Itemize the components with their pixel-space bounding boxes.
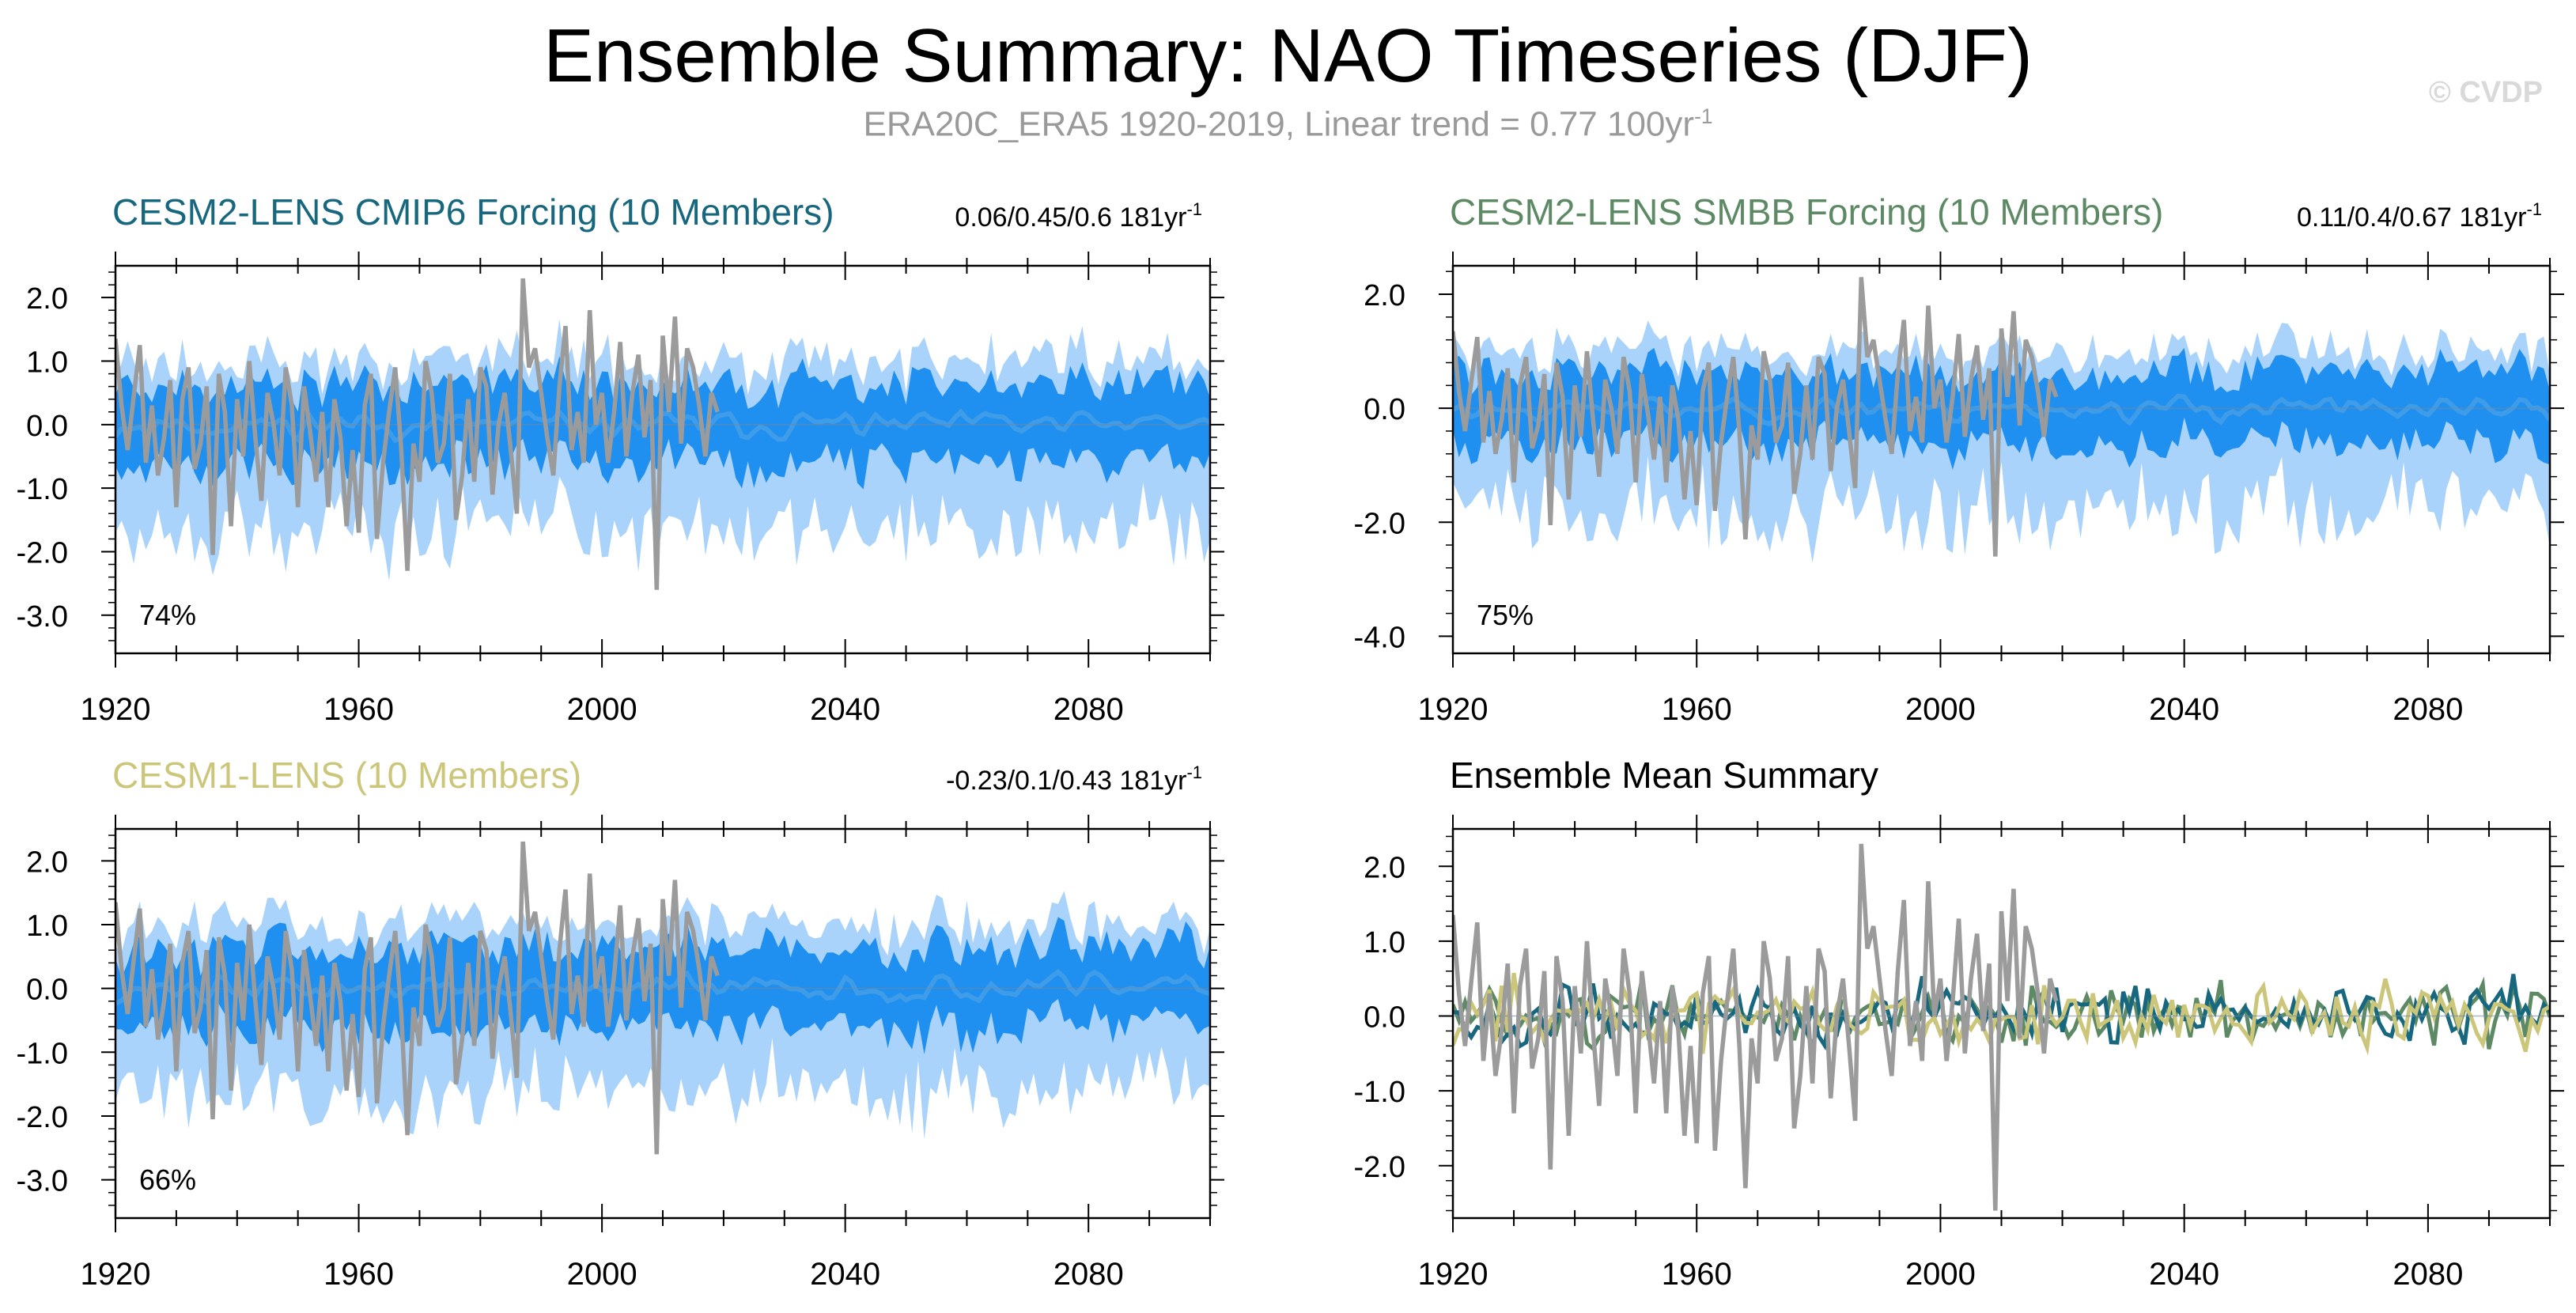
percent-label: 74% [139, 599, 196, 631]
trend-label-text: 0.06/0.45/0.6 181yr [955, 202, 1186, 233]
x-tick-label: 2040 [2149, 692, 2219, 727]
panel-title: CESM2-LENS CMIP6 Forcing (10 Members) [112, 191, 834, 233]
subtitle-exponent: -1 [1694, 104, 1713, 128]
chart-panel-4: 1920 1960 2000 2040 2080 2.0 1.0 0.0 -1.0 -2.0 Ens… [1354, 755, 2564, 1292]
y-tick-label: -3.0 [17, 1165, 68, 1198]
watermark: © CVDP [2428, 76, 2543, 109]
y-tick-label: 0.0 [1364, 1001, 1405, 1035]
x-tick-label: 2040 [2149, 1257, 2219, 1292]
trend-label: -0.23/0.1/0.43 181yr-1 [946, 762, 1202, 796]
x-tick-label: 2000 [567, 692, 637, 727]
x-tick-label: 2080 [2393, 692, 2463, 727]
chart-panel-3: 1920 1960 2000 2040 2080 2.0 1.0 0.0 -1.0 -2.0 -3.… [17, 755, 1224, 1292]
subtitle-text: ERA20C_ERA5 1920-2019, Linear trend = 0.… [863, 104, 1695, 144]
x-tick-label: 1960 [1662, 1257, 1732, 1292]
y-tick-label: -1.0 [17, 1037, 68, 1070]
y-tick-label: -2.0 [1354, 507, 1405, 540]
y-tick-label: -2.0 [17, 1101, 68, 1134]
page-title: Ensemble Summary: NAO Timeseries (DJF) [543, 13, 2033, 98]
x-tick-label: 1960 [323, 692, 394, 727]
trend-label-text: -0.23/0.1/0.43 181yr [946, 766, 1186, 796]
y-tick-label: 2.0 [26, 846, 68, 879]
x-tick-label: 2000 [567, 1257, 637, 1292]
x-tick-label: 2080 [2393, 1257, 2463, 1292]
x-tick-label: 2080 [1053, 692, 1124, 727]
x-tick-label: 2000 [1905, 692, 1976, 727]
x-tick-label: 2040 [810, 1257, 880, 1292]
y-tick-label: -2.0 [1354, 1151, 1405, 1184]
lens1-mean-line [1453, 972, 2550, 1056]
chart-panel-1: 1920 1960 2000 2040 2080 2.0 1.0 0.0 -1.0 -2.0 -3.… [17, 191, 1224, 727]
panel-title: CESM1-LENS (10 Members) [112, 755, 581, 796]
y-tick-label: 2.0 [26, 282, 68, 316]
y-tick-label: -1.0 [17, 473, 68, 506]
plot-area [1453, 277, 2550, 563]
observed-nao-line [115, 278, 720, 590]
y-tick-label: 1.0 [1364, 926, 1405, 959]
trend-label-exponent: -1 [2526, 199, 2542, 219]
x-tick-label: 2000 [1905, 1257, 1976, 1292]
y-tick-label: -3.0 [17, 600, 68, 634]
panel-title: Ensemble Mean Summary [1450, 755, 1878, 796]
y-tick-label: 2.0 [1364, 279, 1405, 312]
y-tick-label: 0.0 [26, 974, 68, 1007]
observed-nao-line [1453, 277, 2059, 557]
plot-area [115, 841, 1210, 1155]
percent-label: 75% [1477, 599, 1534, 631]
y-tick-label: 0.0 [26, 410, 68, 443]
percent-label: 66% [139, 1164, 196, 1196]
page-subtitle: ERA20C_ERA5 1920-2019, Linear trend = 0.… [0, 104, 2576, 145]
x-tick-label: 1920 [1418, 1257, 1488, 1292]
panel-title: CESM2-LENS SMBB Forcing (10 Members) [1450, 191, 2163, 233]
x-tick-label: 1920 [1418, 692, 1488, 727]
y-tick-label: -4.0 [1354, 621, 1405, 654]
x-tick-label: 2040 [810, 692, 880, 727]
x-tick-label: 1920 [81, 692, 151, 727]
plot-area [115, 278, 1210, 590]
chart-panel-2: 1920 1960 2000 2040 2080 2.0 0.0 -2.0 -4.0 CESM2-… [1354, 191, 2564, 727]
plot-area [1453, 843, 2550, 1211]
y-tick-label: -2.0 [17, 536, 68, 569]
y-tick-label: 1.0 [26, 346, 68, 379]
trend-label-exponent: -1 [1186, 199, 1202, 219]
y-tick-label: 1.0 [26, 910, 68, 943]
x-tick-label: 2080 [1053, 1257, 1124, 1292]
x-tick-label: 1960 [323, 1257, 394, 1292]
trend-label: 0.11/0.4/0.67 181yr-1 [2297, 199, 2542, 233]
trend-label-text: 0.11/0.4/0.67 181yr [2297, 202, 2526, 233]
x-tick-label: 1920 [81, 1257, 151, 1292]
observed-nao-line [1453, 843, 2059, 1211]
trend-label-exponent: -1 [1186, 762, 1202, 782]
observed-nao-line [115, 841, 720, 1155]
trend-label: 0.06/0.45/0.6 181yr-1 [955, 199, 1202, 233]
y-tick-label: 2.0 [1364, 851, 1405, 884]
y-tick-label: 0.0 [1364, 393, 1405, 426]
x-tick-label: 1960 [1662, 692, 1732, 727]
y-tick-label: -1.0 [1354, 1076, 1405, 1109]
